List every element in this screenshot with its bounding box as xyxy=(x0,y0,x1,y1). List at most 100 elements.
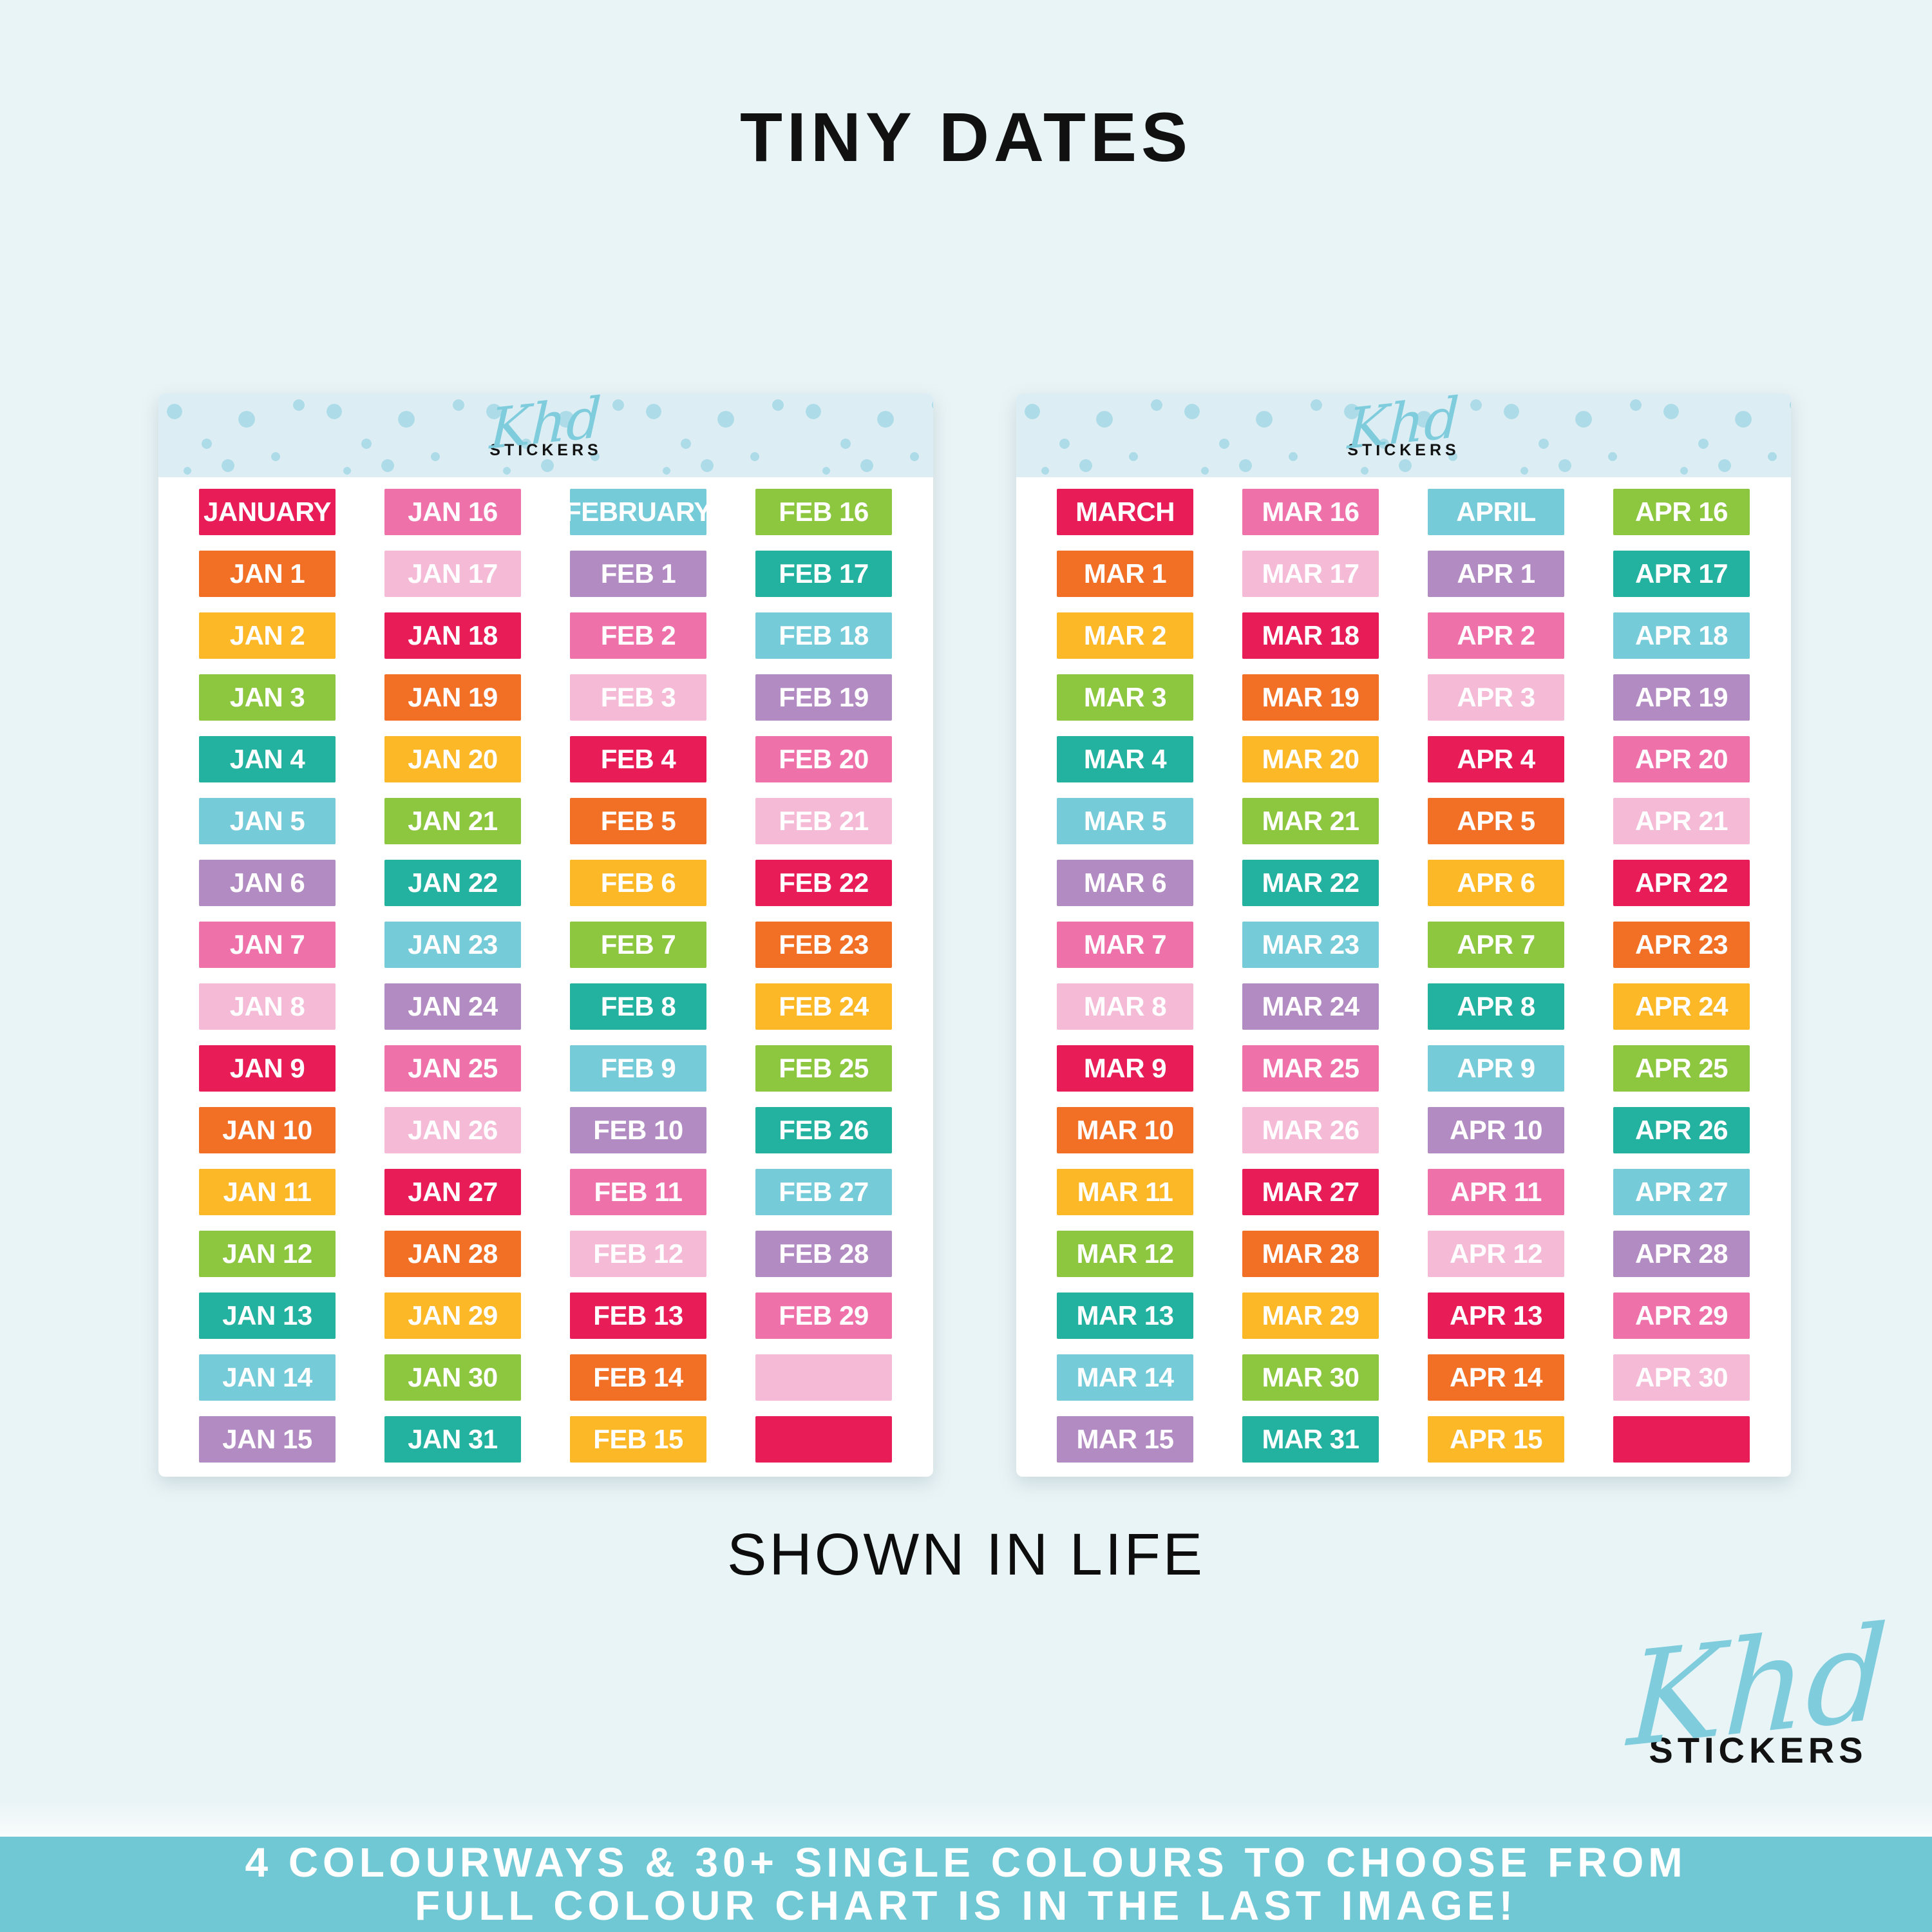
sticker: APR 19 xyxy=(1613,674,1750,721)
sticker: FEB 7 xyxy=(570,922,706,968)
sticker-grid: JANUARY JAN 1 JAN 2 JAN 3 JAN 4 JAN 5 JAN 6 JAN… xyxy=(199,489,892,1463)
sticker: APR 9 xyxy=(1428,1045,1564,1092)
sticker: APR 3 xyxy=(1428,674,1564,721)
sticker: MAR 30 xyxy=(1242,1354,1379,1401)
sticker: MAR 8 xyxy=(1057,983,1193,1030)
sticker: JAN 20 xyxy=(384,736,521,782)
sticker: APR 13 xyxy=(1428,1293,1564,1339)
sticker: JAN 4 xyxy=(199,736,336,782)
sticker: FEB 23 xyxy=(755,922,892,968)
sticker: FEB 26 xyxy=(755,1107,892,1153)
sticker: MAR 5 xyxy=(1057,798,1193,844)
sticker: JAN 15 xyxy=(199,1416,336,1463)
sticker: JAN 17 xyxy=(384,551,521,597)
sticker: JAN 7 xyxy=(199,922,336,968)
sticker: MAR 19 xyxy=(1242,674,1379,721)
sticker: MAR 28 xyxy=(1242,1231,1379,1277)
sticker: MARCH xyxy=(1057,489,1193,535)
sticker: MAR 17 xyxy=(1242,551,1379,597)
sticker: FEB 12 xyxy=(570,1231,706,1277)
sticker: JAN 6 xyxy=(199,860,336,906)
sticker: JAN 1 xyxy=(199,551,336,597)
sticker: APR 21 xyxy=(1613,798,1750,844)
sticker: APR 16 xyxy=(1613,489,1750,535)
sticker: MAR 29 xyxy=(1242,1293,1379,1339)
sticker: JAN 18 xyxy=(384,612,521,659)
brand-logo: Khd STICKERS xyxy=(158,385,933,462)
sticker: APR 1 xyxy=(1428,551,1564,597)
polka-dot-header: Khd STICKERS xyxy=(1016,385,1791,477)
sticker: APR 5 xyxy=(1428,798,1564,844)
sticker: FEB 24 xyxy=(755,983,892,1030)
sticker: JAN 9 xyxy=(199,1045,336,1092)
sticker: FEBRUARY xyxy=(565,489,712,535)
sticker: JAN 22 xyxy=(384,860,521,906)
sticker: APR 23 xyxy=(1613,922,1750,968)
sticker: JAN 19 xyxy=(384,674,521,721)
sticker: MAR 20 xyxy=(1242,736,1379,782)
sticker: APR 17 xyxy=(1613,551,1750,597)
sticker: FEB 18 xyxy=(755,612,892,659)
sticker: MAR 15 xyxy=(1057,1416,1193,1463)
caption-shown-in-life: SHOWN IN LIFE xyxy=(726,1522,1206,1587)
sticker: APR 26 xyxy=(1613,1107,1750,1153)
sticker: JAN 23 xyxy=(384,922,521,968)
sticker: MAR 7 xyxy=(1057,922,1193,968)
sticker: APR 15 xyxy=(1428,1416,1564,1463)
sticker: JAN 28 xyxy=(384,1231,521,1277)
sticker: APR 28 xyxy=(1613,1231,1750,1277)
footer-line-2: FULL COLOUR CHART IS IN THE LAST IMAGE! xyxy=(415,1882,1517,1929)
sticker: MAR 12 xyxy=(1057,1231,1193,1277)
sticker: FEB 5 xyxy=(570,798,706,844)
sticker: FEB 6 xyxy=(570,860,706,906)
sticker: JAN 12 xyxy=(199,1231,336,1277)
sticker: APR 12 xyxy=(1428,1231,1564,1277)
sticker: FEB 13 xyxy=(570,1293,706,1339)
sticker: MAR 24 xyxy=(1242,983,1379,1030)
sticker: APR 22 xyxy=(1613,860,1750,906)
sticker: MAR 27 xyxy=(1242,1169,1379,1215)
sticker: APR 24 xyxy=(1613,983,1750,1030)
sticker: MAR 3 xyxy=(1057,674,1193,721)
sticker: MAR 31 xyxy=(1242,1416,1379,1463)
sticker: APR 29 xyxy=(1613,1293,1750,1339)
sticker: JAN 3 xyxy=(199,674,336,721)
sticker: JAN 27 xyxy=(384,1169,521,1215)
sticker: FEB 3 xyxy=(570,674,706,721)
sticker: APR 7 xyxy=(1428,922,1564,968)
sticker: JAN 13 xyxy=(199,1293,336,1339)
sticker: MAR 10 xyxy=(1057,1107,1193,1153)
sticker: JAN 31 xyxy=(384,1416,521,1463)
sticker: FEB 4 xyxy=(570,736,706,782)
sticker: APR 30 xyxy=(1613,1354,1750,1401)
sticker-blank xyxy=(755,1354,892,1401)
sticker: MAR 21 xyxy=(1242,798,1379,844)
brand-word-stickers: STICKERS xyxy=(1347,441,1460,459)
sticker: MAR 16 xyxy=(1242,489,1379,535)
sticker: JAN 11 xyxy=(199,1169,336,1215)
sticker: APR 8 xyxy=(1428,983,1564,1030)
sticker: FEB 20 xyxy=(755,736,892,782)
sticker-sheet-jan-feb: Khd STICKERS JANUARY JAN 1 JAN 2 JAN 3 JAN 4… xyxy=(158,385,933,1477)
sticker: MAR 25 xyxy=(1242,1045,1379,1092)
sticker: JAN 29 xyxy=(384,1293,521,1339)
sticker: JANUARY xyxy=(199,489,336,535)
page-title: TINY DATES xyxy=(739,98,1193,176)
sticker: MAR 14 xyxy=(1057,1354,1193,1401)
sticker: FEB 9 xyxy=(570,1045,706,1092)
brand-script-khd: Khd xyxy=(1346,385,1461,462)
sticker: FEB 11 xyxy=(570,1169,706,1215)
brand-logo-large: Khd STICKERS xyxy=(1620,1598,1897,1777)
sticker: MAR 6 xyxy=(1057,860,1193,906)
brand-word-stickers: STICKERS xyxy=(489,441,602,459)
sticker: MAR 4 xyxy=(1057,736,1193,782)
sticker: JAN 16 xyxy=(384,489,521,535)
sticker-blank xyxy=(755,1416,892,1463)
sticker: APR 25 xyxy=(1613,1045,1750,1092)
sticker: JAN 24 xyxy=(384,983,521,1030)
sticker: APR 4 xyxy=(1428,736,1564,782)
sticker: FEB 19 xyxy=(755,674,892,721)
sticker: JAN 2 xyxy=(199,612,336,659)
sticker: MAR 9 xyxy=(1057,1045,1193,1092)
